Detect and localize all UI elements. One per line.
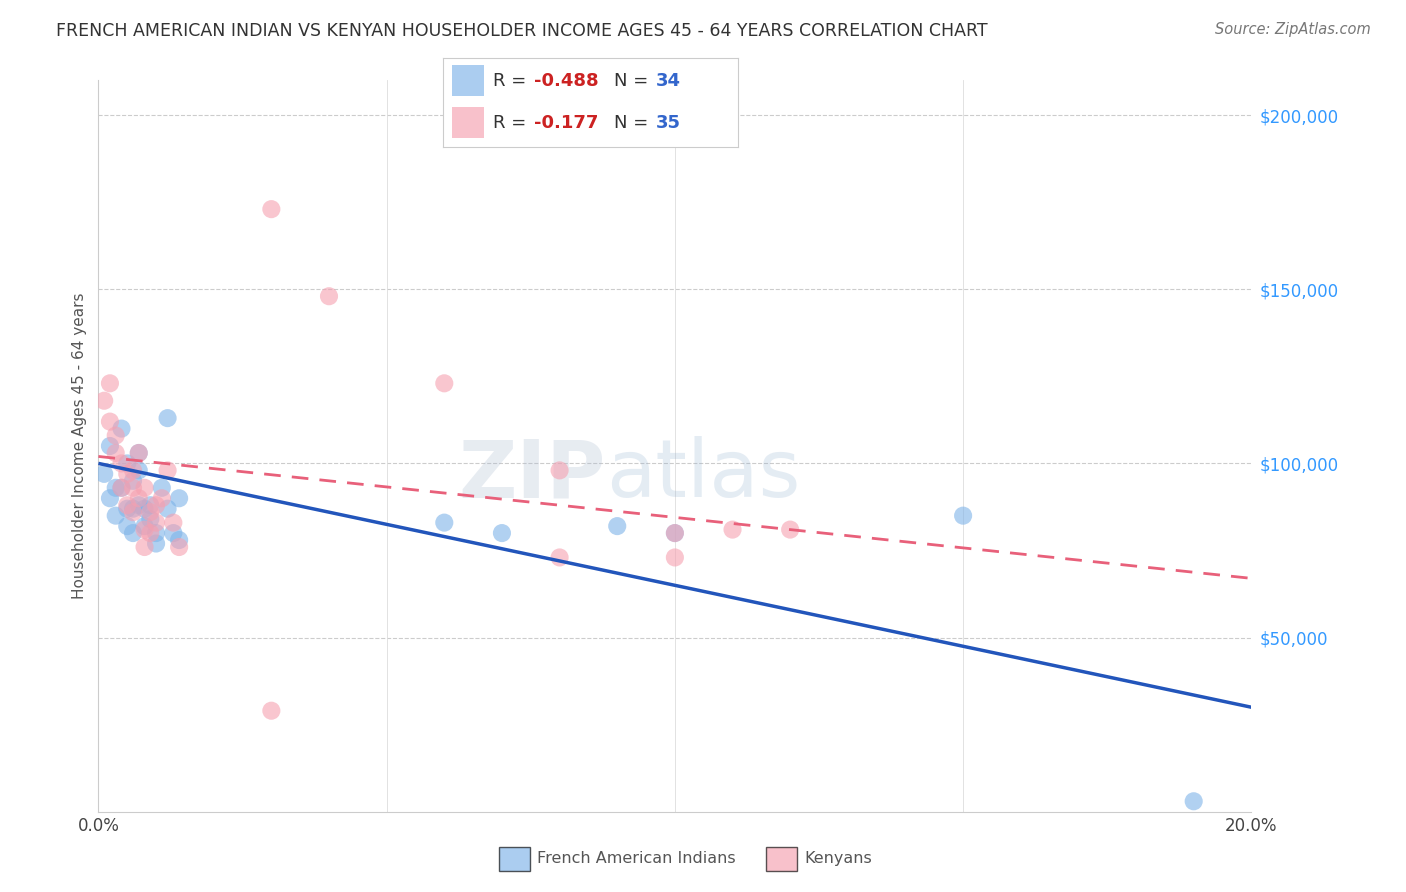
Text: French American Indians: French American Indians <box>537 852 735 866</box>
Point <box>548 550 571 565</box>
Point <box>134 519 156 533</box>
Point <box>110 457 132 471</box>
Point <box>664 550 686 565</box>
Point <box>117 498 139 512</box>
Text: R =: R = <box>494 114 538 132</box>
Point <box>145 526 167 541</box>
Point <box>664 526 686 541</box>
Text: FRENCH AMERICAN INDIAN VS KENYAN HOUSEHOLDER INCOME AGES 45 - 64 YEARS CORRELATI: FRENCH AMERICAN INDIAN VS KENYAN HOUSEHO… <box>56 22 988 40</box>
Text: ZIP: ZIP <box>458 436 606 515</box>
Text: -0.177: -0.177 <box>534 114 599 132</box>
Text: 34: 34 <box>655 72 681 90</box>
Point <box>104 428 127 442</box>
Point <box>98 415 121 429</box>
Point <box>98 439 121 453</box>
Text: 35: 35 <box>655 114 681 132</box>
Y-axis label: Householder Income Ages 45 - 64 years: Householder Income Ages 45 - 64 years <box>72 293 87 599</box>
Point <box>117 501 139 516</box>
Text: Kenyans: Kenyans <box>804 852 872 866</box>
Point <box>98 491 121 506</box>
Point <box>162 516 184 530</box>
Point <box>162 526 184 541</box>
Point <box>260 202 283 216</box>
Point <box>104 481 127 495</box>
Point <box>110 481 132 495</box>
Point <box>110 421 132 435</box>
Point <box>134 523 156 537</box>
Point <box>122 474 145 488</box>
Point <box>433 376 456 391</box>
Point <box>128 446 150 460</box>
Point <box>93 393 115 408</box>
Point <box>122 481 145 495</box>
Point <box>491 526 513 541</box>
Point <box>145 536 167 550</box>
Point <box>150 481 173 495</box>
Text: R =: R = <box>494 72 531 90</box>
Point <box>134 540 156 554</box>
Point <box>139 526 162 541</box>
Point <box>145 498 167 512</box>
Point <box>128 498 150 512</box>
Point <box>779 523 801 537</box>
Point <box>318 289 340 303</box>
Point <box>433 516 456 530</box>
Text: N =: N = <box>614 114 654 132</box>
Point <box>548 463 571 477</box>
Point <box>167 540 190 554</box>
Point <box>93 467 115 481</box>
Point <box>128 463 150 477</box>
Point <box>145 516 167 530</box>
Point <box>167 533 190 547</box>
Point <box>122 526 145 541</box>
Point <box>134 501 156 516</box>
Point <box>606 519 628 533</box>
Point <box>98 376 121 391</box>
Point <box>117 457 139 471</box>
Bar <box>451 65 484 96</box>
Point <box>128 491 150 506</box>
Text: atlas: atlas <box>606 436 800 515</box>
Text: Source: ZipAtlas.com: Source: ZipAtlas.com <box>1215 22 1371 37</box>
Point <box>139 505 162 519</box>
Point <box>134 481 156 495</box>
Point <box>104 508 127 523</box>
Point <box>122 501 145 516</box>
Point <box>167 491 190 506</box>
Text: N =: N = <box>614 72 654 90</box>
Point <box>117 519 139 533</box>
Point <box>952 508 974 523</box>
Point <box>104 446 127 460</box>
Point <box>1182 794 1205 808</box>
Text: -0.488: -0.488 <box>534 72 599 90</box>
Point <box>260 704 283 718</box>
Point <box>117 467 139 481</box>
Point <box>139 512 162 526</box>
Point <box>110 481 132 495</box>
Point <box>122 505 145 519</box>
Point <box>156 501 179 516</box>
Point <box>664 526 686 541</box>
Bar <box>451 107 484 138</box>
Point <box>156 411 179 425</box>
Point <box>122 463 145 477</box>
Point <box>721 523 744 537</box>
Point <box>128 446 150 460</box>
Point <box>139 498 162 512</box>
Point <box>156 463 179 477</box>
Point <box>150 491 173 506</box>
